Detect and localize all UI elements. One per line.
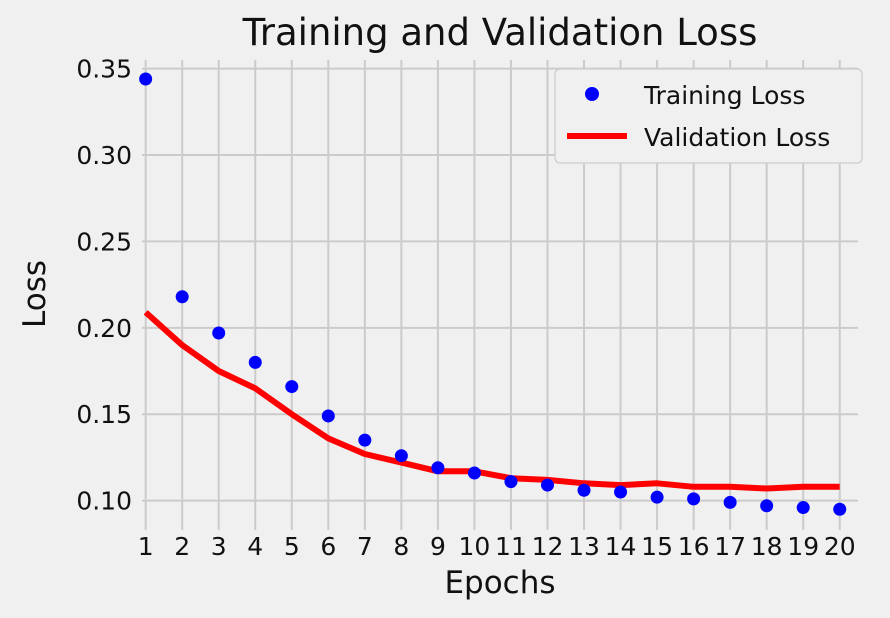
validation-loss-line xyxy=(143,310,840,492)
x-axis-label: Epochs xyxy=(444,565,555,601)
training-loss-point xyxy=(577,483,591,497)
y-tick-label: 0.35 xyxy=(76,55,132,84)
x-axis-ticks: 1 2 3 4 5 6 7 8 9 10 11 12 13 14 15 16 17 18 19 20 xyxy=(138,532,856,561)
x-tick-label: 14 xyxy=(605,532,637,561)
training-loss-point xyxy=(796,501,810,515)
x-tick-label: 10 xyxy=(459,532,491,561)
x-tick-label: 16 xyxy=(678,532,710,561)
y-axis-label: Loss xyxy=(17,260,53,328)
x-tick-label: 8 xyxy=(393,532,409,561)
training-loss-point xyxy=(723,495,737,509)
x-tick-label: 17 xyxy=(714,532,746,561)
training-loss-point xyxy=(540,478,554,492)
validation-loss-series xyxy=(143,310,840,492)
y-tick-label: 0.15 xyxy=(76,400,132,429)
training-loss-point xyxy=(285,380,299,394)
training-loss-point xyxy=(321,409,335,423)
training-loss-point xyxy=(833,502,847,516)
chart-title: Training and Validation Loss xyxy=(242,11,758,54)
x-tick-label: 2 xyxy=(174,532,190,561)
legend-training-marker xyxy=(585,87,599,101)
training-loss-series xyxy=(139,72,847,516)
training-loss-point xyxy=(504,475,518,489)
x-tick-label: 4 xyxy=(247,532,263,561)
training-loss-point xyxy=(139,72,153,86)
x-tick-label: 15 xyxy=(641,532,673,561)
y-tick-label: 0.10 xyxy=(76,487,132,516)
training-loss-point xyxy=(760,499,774,513)
x-tick-label: 13 xyxy=(568,532,600,561)
training-loss-point xyxy=(358,433,372,447)
x-tick-label: 5 xyxy=(284,532,300,561)
y-tick-label: 0.30 xyxy=(76,141,132,170)
x-tick-label: 19 xyxy=(787,532,819,561)
training-loss-point xyxy=(175,290,189,304)
x-tick-label: 18 xyxy=(751,532,783,561)
training-loss-point xyxy=(614,485,628,499)
x-tick-label: 11 xyxy=(495,532,527,561)
legend-validation-label: Validation Loss xyxy=(644,123,830,152)
y-tick-label: 0.25 xyxy=(76,227,132,256)
y-axis-ticks: 0.10 0.15 0.20 0.25 0.30 0.35 xyxy=(76,55,132,516)
grid xyxy=(142,60,858,530)
x-tick-label: 12 xyxy=(532,532,564,561)
training-loss-point xyxy=(687,492,701,506)
legend-box xyxy=(554,68,863,164)
x-tick-label: 6 xyxy=(320,532,336,561)
training-loss-point xyxy=(212,326,226,340)
training-loss-point xyxy=(394,449,408,463)
legend: Training Loss Validation Loss xyxy=(554,68,863,164)
training-loss-point xyxy=(467,466,481,480)
legend-training-label: Training Loss xyxy=(643,81,805,110)
x-tick-label: 1 xyxy=(138,532,154,561)
training-loss-point xyxy=(650,490,664,504)
x-tick-label: 20 xyxy=(824,532,856,561)
training-loss-point xyxy=(431,461,445,475)
y-tick-label: 0.20 xyxy=(76,314,132,343)
x-tick-label: 7 xyxy=(357,532,373,561)
x-tick-label: 3 xyxy=(211,532,227,561)
training-loss-point xyxy=(248,355,262,369)
x-tick-label: 9 xyxy=(430,532,446,561)
